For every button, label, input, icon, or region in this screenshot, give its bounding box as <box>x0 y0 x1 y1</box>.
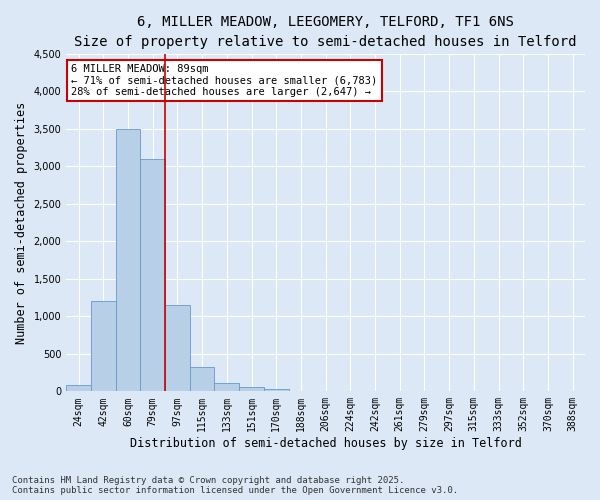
Bar <box>264 389 289 392</box>
Bar <box>190 366 214 392</box>
X-axis label: Distribution of semi-detached houses by size in Telford: Distribution of semi-detached houses by … <box>130 437 521 450</box>
Bar <box>116 129 140 392</box>
Bar <box>239 387 264 392</box>
Text: Contains HM Land Registry data © Crown copyright and database right 2025.
Contai: Contains HM Land Registry data © Crown c… <box>12 476 458 495</box>
Bar <box>214 383 239 392</box>
Y-axis label: Number of semi-detached properties: Number of semi-detached properties <box>15 102 28 344</box>
Title: 6, MILLER MEADOW, LEEGOMERY, TELFORD, TF1 6NS
Size of property relative to semi-: 6, MILLER MEADOW, LEEGOMERY, TELFORD, TF… <box>74 15 577 48</box>
Bar <box>140 159 165 392</box>
Bar <box>91 302 116 392</box>
Text: 6 MILLER MEADOW: 89sqm
← 71% of semi-detached houses are smaller (6,783)
28% of : 6 MILLER MEADOW: 89sqm ← 71% of semi-det… <box>71 64 378 97</box>
Bar <box>165 305 190 392</box>
Bar <box>66 384 91 392</box>
